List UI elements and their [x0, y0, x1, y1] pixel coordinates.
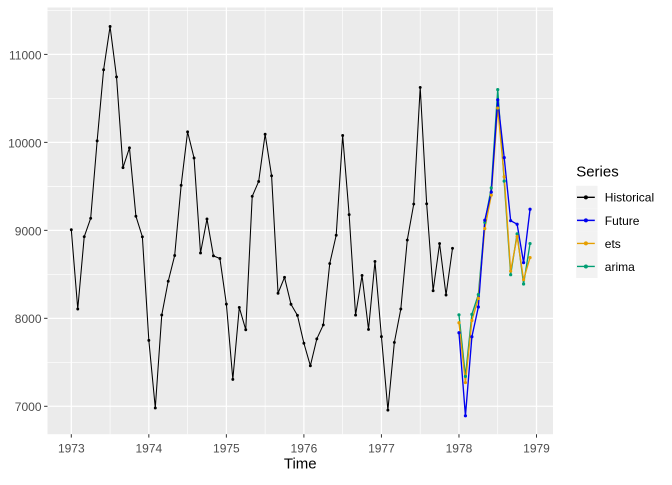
svg-text:9000: 9000: [15, 224, 42, 238]
svg-text:Time: Time: [284, 455, 317, 472]
svg-text:ets: ets: [605, 237, 621, 251]
svg-text:1975: 1975: [213, 442, 240, 456]
svg-text:1973: 1973: [58, 442, 85, 456]
svg-text:8000: 8000: [15, 312, 42, 326]
svg-text:1977: 1977: [368, 442, 395, 456]
svg-text:1976: 1976: [291, 442, 318, 456]
svg-text:Future: Future: [605, 214, 640, 228]
svg-text:7000: 7000: [15, 400, 42, 414]
svg-text:arima: arima: [605, 260, 635, 274]
svg-text:1978: 1978: [446, 442, 473, 456]
svg-text:Historical: Historical: [605, 191, 654, 205]
svg-text:Series: Series: [576, 164, 619, 181]
svg-text:1974: 1974: [135, 442, 162, 456]
svg-text:1979: 1979: [523, 442, 550, 456]
svg-text:10000: 10000: [8, 136, 42, 150]
svg-text:11000: 11000: [9, 48, 42, 62]
